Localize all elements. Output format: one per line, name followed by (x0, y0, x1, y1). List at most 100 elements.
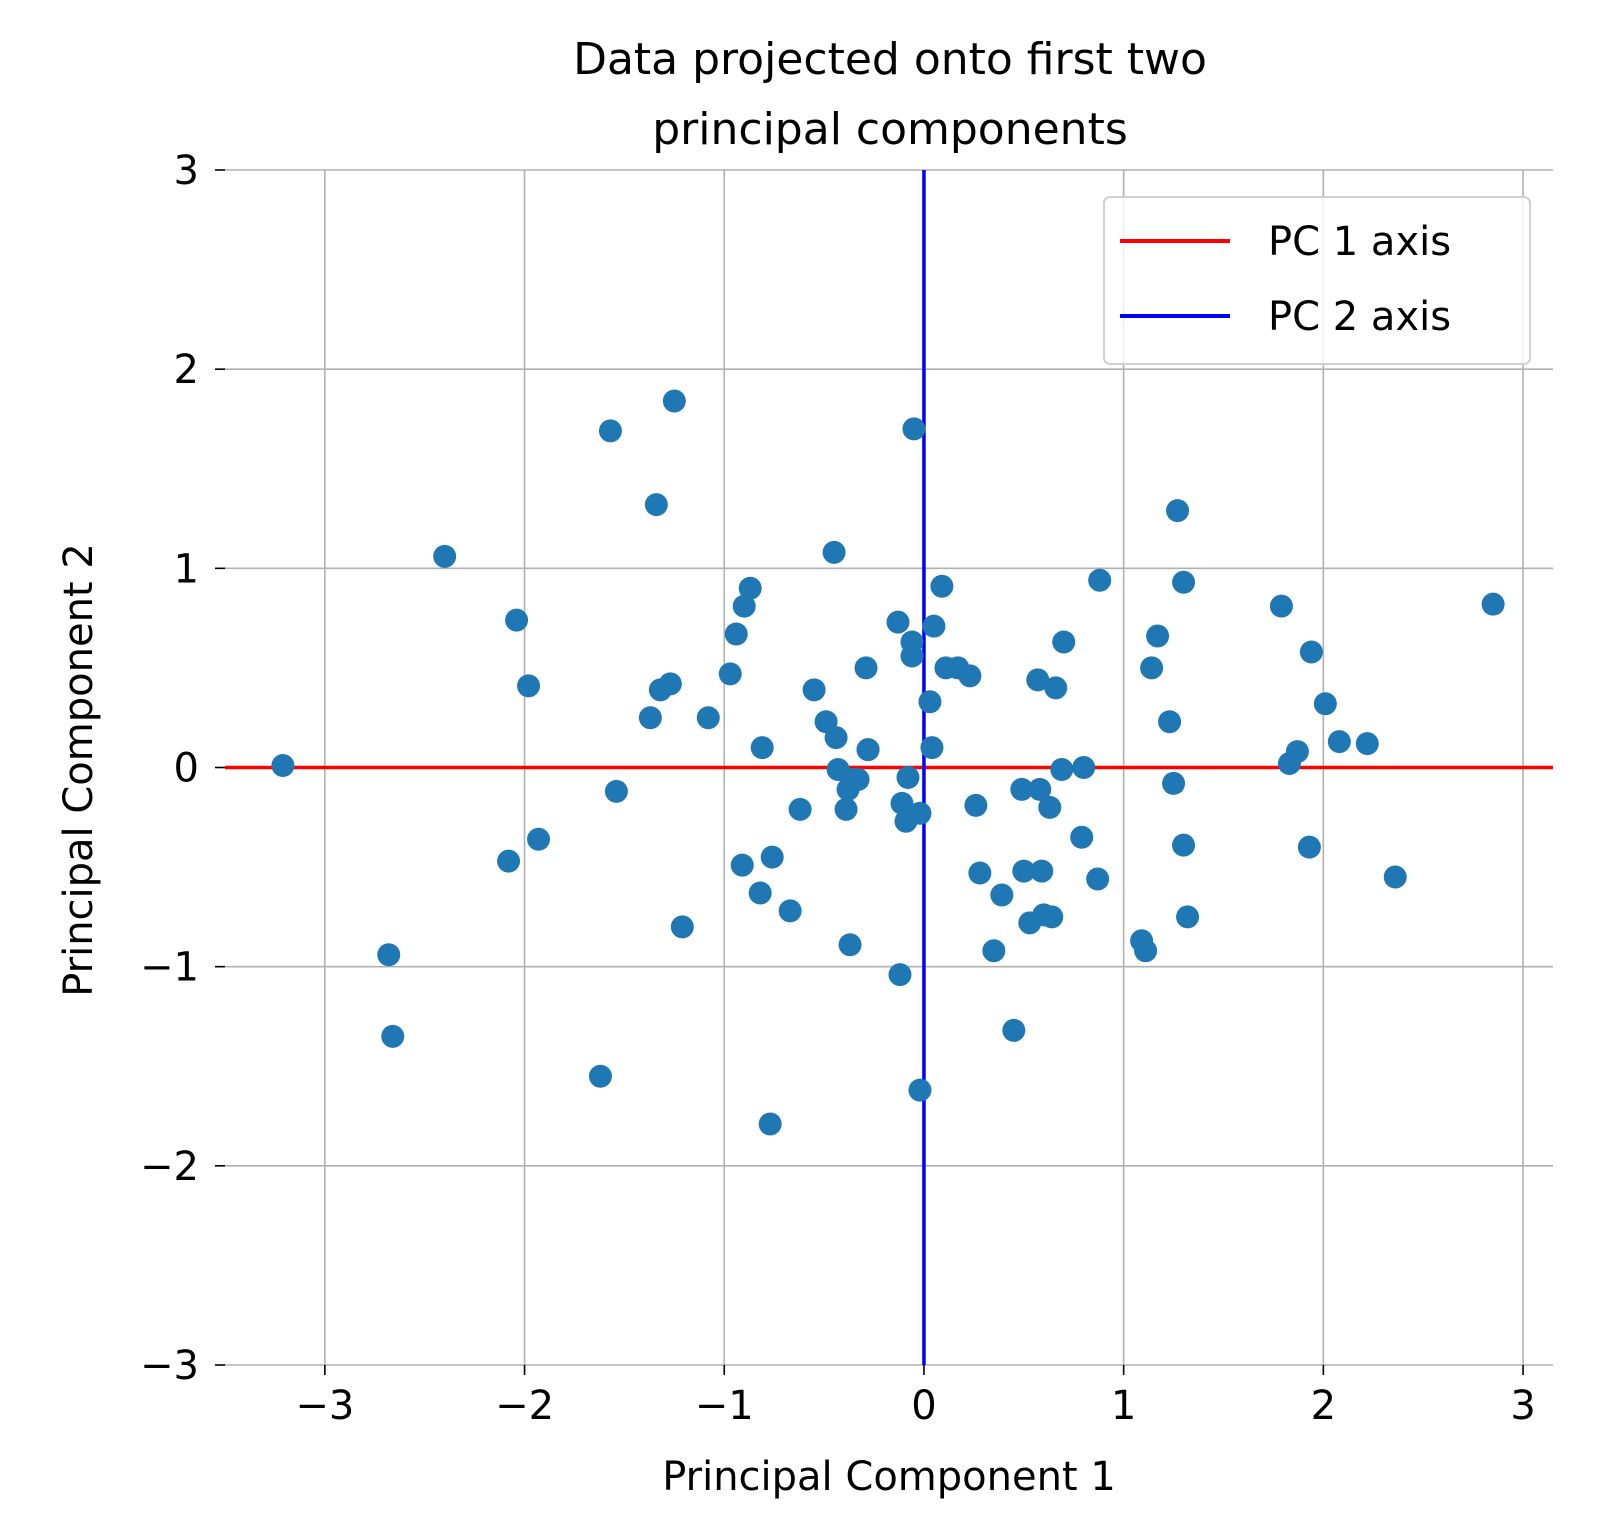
data-point (662, 389, 686, 413)
data-point (760, 845, 784, 869)
data-point (1297, 835, 1321, 859)
y-tick-label: −1 (140, 945, 199, 991)
y-tick-label: −2 (140, 1144, 199, 1190)
data-point (670, 915, 694, 939)
data-point (598, 419, 622, 443)
data-point (1028, 777, 1052, 801)
data-point (517, 674, 541, 698)
data-point (1070, 825, 1094, 849)
data-point (377, 943, 401, 967)
data-point (1355, 732, 1379, 756)
data-point (900, 644, 924, 668)
data-point (778, 899, 802, 923)
data-point (922, 614, 946, 638)
data-point (886, 610, 910, 634)
data-point (1030, 859, 1054, 883)
data-point (908, 801, 932, 825)
data-point (1044, 676, 1068, 700)
data-point (896, 765, 920, 789)
y-axis-label: Principal Component 2 (56, 543, 102, 997)
data-point (604, 779, 628, 803)
y-tick-label: 3 (174, 148, 199, 194)
data-point (920, 736, 944, 760)
data-point (505, 608, 529, 632)
data-points (271, 389, 1505, 1136)
data-point (696, 706, 720, 730)
data-point (838, 933, 862, 957)
legend-label-pc1: PC 1 axis (1268, 219, 1451, 265)
data-point (1172, 833, 1196, 857)
data-point (1172, 570, 1196, 594)
data-point (930, 574, 954, 598)
data-point (846, 767, 870, 791)
data-point (724, 622, 748, 646)
data-point (1052, 630, 1076, 654)
data-point (718, 662, 742, 686)
y-tick-label: 1 (174, 546, 199, 592)
y-tick-label: 0 (174, 746, 199, 792)
data-point (854, 656, 878, 680)
data-point (1327, 730, 1351, 754)
data-point (834, 797, 858, 821)
data-point (788, 797, 812, 821)
data-point (964, 793, 988, 817)
data-point (750, 736, 774, 760)
axis-ticks: −3 −2 −1 0 1 2 3 −3 −2 −1 0 1 2 3 (140, 148, 1536, 1429)
y-tick-label: 2 (174, 347, 199, 393)
data-point (968, 861, 992, 885)
data-point (271, 754, 295, 778)
reference-lines (225, 170, 1553, 1365)
data-point (1086, 867, 1110, 891)
x-tick-label: 3 (1510, 1383, 1535, 1429)
data-point (758, 1112, 782, 1136)
x-tick-label: −2 (495, 1383, 554, 1429)
legend: PC 1 axis PC 2 axis (1103, 196, 1531, 365)
data-point (738, 576, 762, 600)
data-point (822, 540, 846, 564)
x-tick-label: −3 (295, 1383, 354, 1429)
data-point (1166, 499, 1190, 523)
data-point (1313, 692, 1337, 716)
data-point (1050, 757, 1074, 781)
x-tick-label: 1 (1111, 1383, 1136, 1429)
data-point (1285, 740, 1309, 764)
y-tick-label: −3 (140, 1343, 199, 1389)
data-point (1012, 859, 1036, 883)
data-point (644, 493, 668, 517)
data-point (1010, 777, 1034, 801)
data-point (1134, 939, 1158, 963)
data-point (888, 963, 912, 987)
data-point (1026, 668, 1050, 692)
data-point (1040, 905, 1064, 929)
data-point (902, 417, 926, 441)
data-point (588, 1064, 612, 1088)
data-point (1481, 592, 1505, 616)
data-point (732, 594, 756, 618)
data-point (497, 849, 521, 873)
data-point (433, 544, 457, 568)
data-point (1038, 795, 1062, 819)
data-point (1146, 624, 1170, 648)
data-point (918, 690, 942, 714)
data-point (856, 738, 880, 762)
data-point (1299, 640, 1323, 664)
data-point (982, 939, 1006, 963)
data-point (908, 1078, 932, 1102)
data-point (730, 853, 754, 877)
data-point (1140, 656, 1164, 680)
data-point (658, 672, 682, 696)
data-point (990, 883, 1014, 907)
data-point (1269, 594, 1293, 618)
x-axis-label: Principal Component 1 (662, 1454, 1116, 1500)
data-point (527, 827, 551, 851)
data-point (1162, 771, 1186, 795)
data-point (958, 664, 982, 688)
chart-title-line-1: Data projected onto first two (573, 34, 1207, 85)
data-point (1002, 1018, 1026, 1042)
data-point (802, 678, 826, 702)
x-tick-label: 0 (911, 1383, 936, 1429)
data-point (1088, 568, 1112, 592)
chart-title-line-2: principal components (652, 104, 1128, 155)
x-tick-label: −1 (695, 1383, 754, 1429)
